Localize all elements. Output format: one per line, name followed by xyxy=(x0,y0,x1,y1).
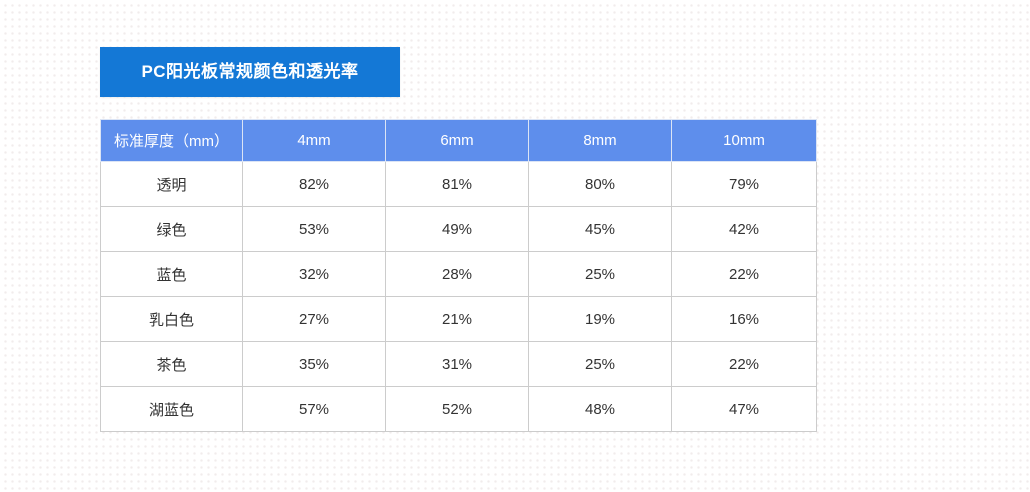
page-title-banner: PC阳光板常规颜色和透光率 xyxy=(100,47,400,97)
row-label-cell: 蓝色 xyxy=(100,251,243,297)
column-header-6mm: 6mm xyxy=(385,119,529,162)
value-cell: 53% xyxy=(242,206,386,252)
value-cell: 35% xyxy=(242,341,386,387)
value-cell: 57% xyxy=(242,386,386,432)
value-cell: 19% xyxy=(528,296,672,342)
column-header-thickness: 标准厚度（mm） xyxy=(100,119,243,162)
value-cell: 47% xyxy=(671,386,817,432)
transmittance-table: 标准厚度（mm） 4mm 6mm 8mm 10mm 透明 82% 81% 80%… xyxy=(100,119,817,432)
value-cell: 21% xyxy=(385,296,529,342)
value-cell: 22% xyxy=(671,251,817,297)
value-cell: 16% xyxy=(671,296,817,342)
table-header-row: 标准厚度（mm） 4mm 6mm 8mm 10mm xyxy=(100,119,817,162)
value-cell: 79% xyxy=(671,161,817,207)
value-cell: 22% xyxy=(671,341,817,387)
column-header-4mm: 4mm xyxy=(242,119,386,162)
value-cell: 27% xyxy=(242,296,386,342)
value-cell: 25% xyxy=(528,251,672,297)
value-cell: 31% xyxy=(385,341,529,387)
value-cell: 32% xyxy=(242,251,386,297)
value-cell: 25% xyxy=(528,341,672,387)
table-row-green: 绿色 53% 49% 45% 42% xyxy=(100,206,817,252)
row-label-cell: 湖蓝色 xyxy=(100,386,243,432)
value-cell: 82% xyxy=(242,161,386,207)
table-row-lake-blue: 湖蓝色 57% 52% 48% 47% xyxy=(100,386,817,432)
value-cell: 48% xyxy=(528,386,672,432)
value-cell: 52% xyxy=(385,386,529,432)
value-cell: 28% xyxy=(385,251,529,297)
value-cell: 49% xyxy=(385,206,529,252)
value-cell: 45% xyxy=(528,206,672,252)
table-row-brown: 茶色 35% 31% 25% 22% xyxy=(100,341,817,387)
column-header-10mm: 10mm xyxy=(671,119,817,162)
value-cell: 80% xyxy=(528,161,672,207)
row-label-cell: 绿色 xyxy=(100,206,243,252)
row-label-cell: 透明 xyxy=(100,161,243,207)
value-cell: 81% xyxy=(385,161,529,207)
table-row-transparent: 透明 82% 81% 80% 79% xyxy=(100,161,817,207)
table-row-blue: 蓝色 32% 28% 25% 22% xyxy=(100,251,817,297)
row-label-cell: 茶色 xyxy=(100,341,243,387)
value-cell: 42% xyxy=(671,206,817,252)
row-label-cell: 乳白色 xyxy=(100,296,243,342)
table-row-milky-white: 乳白色 27% 21% 19% 16% xyxy=(100,296,817,342)
column-header-8mm: 8mm xyxy=(528,119,672,162)
